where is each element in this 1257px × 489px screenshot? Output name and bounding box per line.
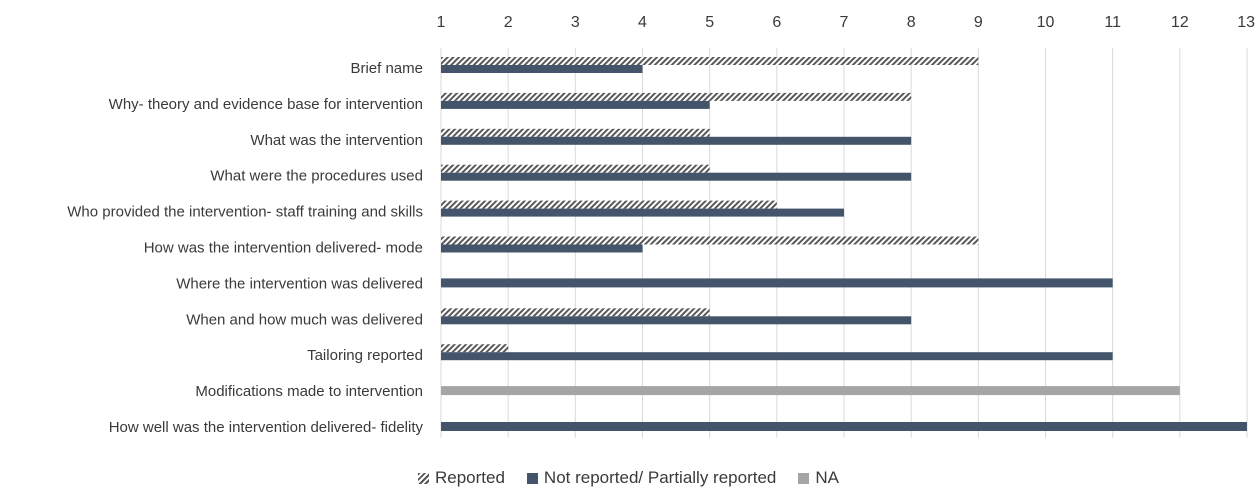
legend-item-na: NA (798, 468, 839, 488)
legend-item-reported: Reported (417, 468, 505, 488)
bar-not-reported (441, 208, 844, 217)
category-label: When and how much was delivered (186, 311, 423, 328)
bar-not-reported (441, 278, 1113, 288)
x-axis-ticks: 1 2 3 4 5 6 7 8 9 10 11 12 13 (437, 14, 1256, 31)
category-label: Why- theory and evidence base for interv… (109, 96, 423, 113)
bar-not-reported (441, 316, 912, 325)
x-tick-label: 13 (1237, 14, 1255, 31)
x-tick-label: 12 (1171, 14, 1189, 31)
category-label: Modifications made to intervention (195, 383, 423, 400)
category-label: Tailoring reported (307, 347, 423, 364)
bar-not-reported (441, 422, 1247, 431)
bar-reported (441, 308, 710, 317)
legend-swatch-not-reported (526, 472, 538, 484)
category-label: Who provided the intervention- staff tra… (67, 204, 423, 221)
x-tick-label: 10 (1037, 14, 1055, 31)
bar-not-reported (441, 136, 912, 145)
x-tick-label: 8 (907, 14, 916, 31)
bar-reported (441, 92, 912, 101)
x-tick-label: 4 (638, 14, 647, 31)
bar-reported (441, 164, 710, 173)
x-tick-label: 3 (571, 14, 580, 31)
bar-not-reported (441, 65, 643, 73)
x-tick-label: 11 (1104, 14, 1121, 31)
x-tick-label: 5 (705, 14, 714, 31)
legend-swatch-na (798, 472, 810, 484)
x-tick-label: 7 (840, 14, 849, 31)
category-label: Brief name (350, 60, 423, 77)
x-tick-label: 2 (504, 14, 513, 31)
legend-swatch-reported (417, 472, 429, 484)
category-label: What was the intervention (250, 132, 423, 149)
legend-item-not-reported: Not reported/ Partially reported (526, 468, 777, 488)
bar-reported (441, 236, 979, 245)
bar-reported (441, 200, 777, 209)
x-tick-label: 6 (772, 14, 781, 31)
bar-na (441, 386, 1180, 396)
x-tick-label: 1 (437, 14, 446, 31)
category-label: What were the procedures used (210, 168, 423, 185)
bar-reported (441, 57, 979, 65)
legend-label-reported: Reported (434, 468, 505, 487)
bar-not-reported (441, 100, 710, 109)
bar-not-reported (441, 244, 643, 253)
bar-not-reported (441, 172, 912, 181)
legend: Reported Not reported/ Partially reporte… (0, 468, 1257, 488)
legend-label-not-reported: Not reported/ Partially reported (543, 468, 777, 487)
category-label: How well was the intervention delivered-… (109, 419, 424, 436)
bar-reported (441, 344, 509, 353)
category-label: How was the intervention delivered- mode (144, 240, 423, 257)
x-tick-label: 9 (974, 14, 983, 31)
bar-reported (441, 128, 710, 137)
bars (441, 57, 1247, 431)
category-label: Where the intervention was delivered (176, 275, 423, 292)
legend-label-na: NA (815, 468, 839, 487)
category-labels: Brief name Why- theory and evidence base … (67, 60, 423, 436)
bar-not-reported (441, 352, 1113, 361)
